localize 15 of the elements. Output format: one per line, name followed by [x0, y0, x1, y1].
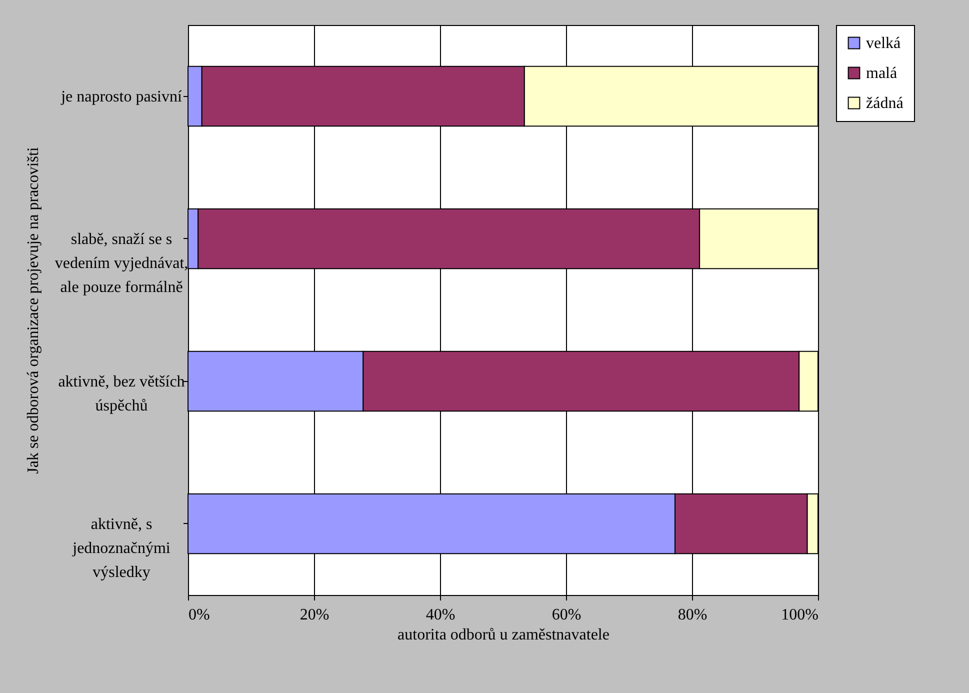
- x-tick-label: 0%: [188, 606, 210, 624]
- legend-label: malá: [866, 65, 898, 82]
- x-tick-label: 20%: [300, 606, 330, 624]
- y-tick-label: je naprosto pasivní: [60, 88, 182, 106]
- x-tick-label: 100%: [781, 606, 818, 624]
- x-tick-label: 60%: [552, 606, 582, 624]
- legend-label: velká: [866, 35, 901, 52]
- y-tick-label: aktivně, s jednoznačnými výsledky: [72, 516, 171, 581]
- y-tick-label: aktivně, bez větších úspěchů: [58, 373, 185, 414]
- x-tick-label: 80%: [678, 606, 708, 624]
- y-tick-label: slabě, snaží se s vedením vyjednávat, ale pouze formálně: [54, 230, 188, 296]
- legend-label: žádná: [866, 95, 904, 112]
- x-axis-title: autorita odborů u zaměstnavatele: [398, 626, 610, 644]
- x-tick-label: 40%: [426, 606, 456, 624]
- y-axis-title: Jak se odborová organizace projevuje na pracovišti: [24, 146, 42, 474]
